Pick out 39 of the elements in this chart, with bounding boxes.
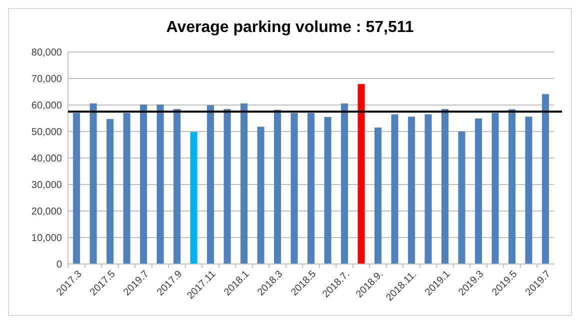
bar xyxy=(358,84,365,264)
bar xyxy=(257,126,264,264)
bar xyxy=(290,112,298,264)
bar xyxy=(307,112,315,264)
bar xyxy=(224,108,231,264)
bar xyxy=(240,103,248,264)
bar xyxy=(156,104,164,264)
bar xyxy=(123,112,130,264)
y-tick-label: 10,000 xyxy=(31,233,62,244)
bar xyxy=(140,104,148,264)
bar xyxy=(508,109,516,264)
bar xyxy=(106,119,114,264)
y-tick-label: 30,000 xyxy=(31,180,62,191)
bar xyxy=(408,116,415,264)
bar xyxy=(424,114,432,264)
bar xyxy=(492,112,499,264)
y-tick-label: 0 xyxy=(56,260,62,270)
bar xyxy=(274,110,282,264)
y-tick-label: 20,000 xyxy=(31,206,62,218)
y-tick-label: 70,000 xyxy=(31,74,62,85)
y-tick-label: 40,000 xyxy=(31,154,62,164)
bar xyxy=(391,114,398,264)
chart-title: Average parking volume : 57,511 xyxy=(166,19,414,36)
bar xyxy=(340,103,348,264)
bar xyxy=(525,116,532,264)
bar xyxy=(207,105,214,264)
bar xyxy=(324,116,332,264)
bar xyxy=(190,132,198,264)
bar xyxy=(174,108,181,264)
bar xyxy=(441,108,448,264)
bar xyxy=(73,112,80,264)
bar xyxy=(90,103,97,264)
bar xyxy=(542,94,549,264)
y-tick-label: 80,000 xyxy=(31,48,62,58)
y-tick-label: 50,000 xyxy=(31,127,62,138)
bar xyxy=(374,128,382,264)
bar xyxy=(458,132,466,264)
bar xyxy=(474,118,482,264)
y-tick-label: 60,000 xyxy=(31,100,62,112)
